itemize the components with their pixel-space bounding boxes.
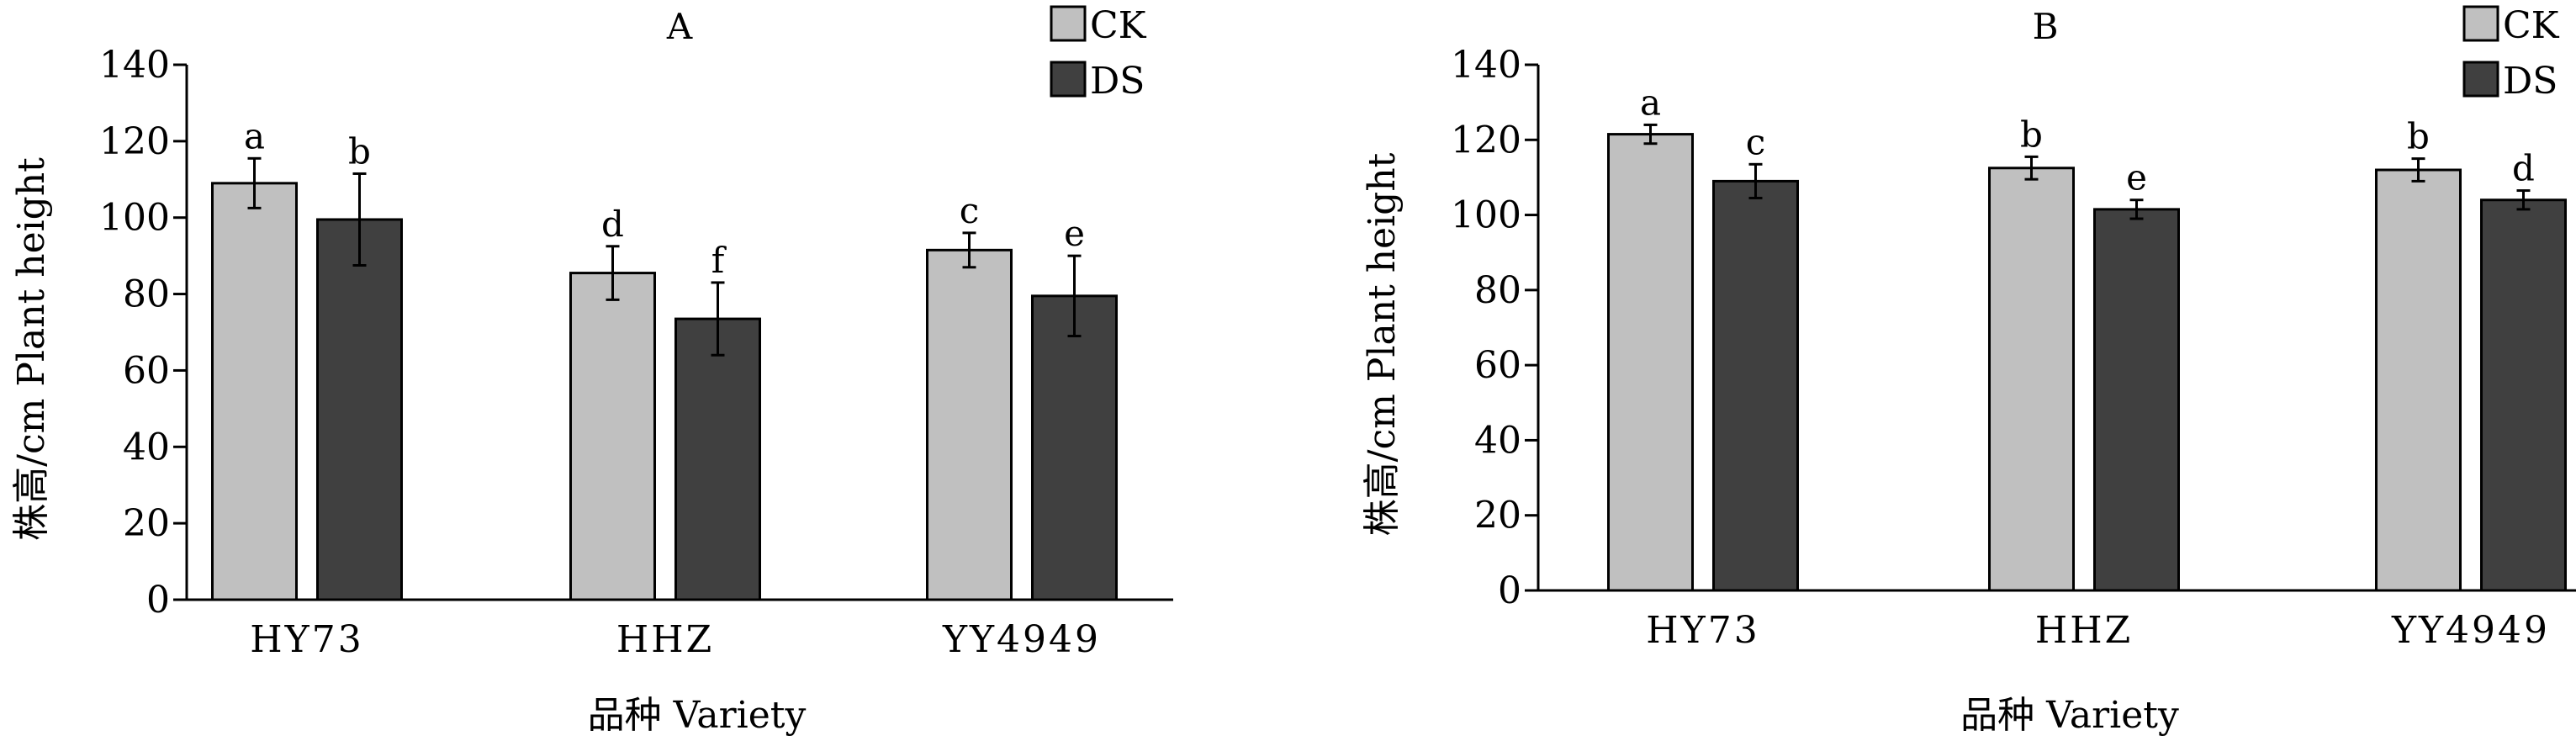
bar-ds-hhz <box>674 317 761 601</box>
y-tick-label: 80 <box>1474 269 1521 312</box>
y-tick-label: 80 <box>123 273 170 316</box>
y-axis-label: 株高/cm Plant height <box>10 157 53 541</box>
bar-ck-hy73 <box>211 182 298 601</box>
chart-panel-b: B 0 20 40 60 80 100 120 140 株高/cm Plant height 品种 … <box>1361 4 2576 737</box>
y-tick-label: 0 <box>1498 569 1521 612</box>
legend: CK DS <box>1050 4 1147 103</box>
significance-letter: c <box>960 190 980 231</box>
y-tick-label: 20 <box>1474 495 1521 537</box>
bar-ck-hhz <box>1988 167 2075 592</box>
bar-ds-hy73 <box>316 218 403 601</box>
y-tick-label: 40 <box>1474 419 1521 462</box>
significance-letter: d <box>601 204 624 245</box>
x-tick-label: YY4949 <box>2391 609 2550 652</box>
legend-swatch-ck <box>1050 5 1087 42</box>
chart-panel-a: A 0 20 40 60 80 100 120 140 株高/cm Plant height 品种 … <box>10 4 1173 737</box>
legend-label-ds: DS <box>2503 60 2557 103</box>
x-tick-label: HY73 <box>1646 609 1759 652</box>
x-tick-label: HHZ <box>2035 609 2133 652</box>
y-tick-label: 60 <box>1474 344 1521 387</box>
x-tick-label: HHZ <box>616 618 714 661</box>
bar-ck-hy73 <box>1607 133 1694 592</box>
bar-ck-yy4949 <box>2375 168 2462 592</box>
y-tick-label: 100 <box>1451 194 1521 237</box>
x-axis-label: 品种 Variety <box>588 694 807 737</box>
y-tick-label: 40 <box>123 426 170 468</box>
y-tick-label: 120 <box>1451 119 1521 161</box>
significance-letter: e <box>2126 157 2147 198</box>
x-tick-label: HY73 <box>250 618 363 661</box>
chart-title: A <box>666 6 693 47</box>
chart-title: B <box>2033 6 2059 47</box>
bar-ck-yy4949 <box>926 248 1013 601</box>
y-axis-label: 株高/cm Plant height <box>1361 152 1404 536</box>
bar-ck-hhz <box>569 272 656 601</box>
significance-letter: b <box>2407 116 2430 157</box>
y-tick-label: 0 <box>146 579 170 622</box>
significance-letter: b <box>2020 114 2043 155</box>
y-tick-label: 100 <box>99 197 170 240</box>
bar-ds-hy73 <box>1712 179 1799 592</box>
legend: CK DS <box>2462 4 2560 103</box>
legend-swatch-ck <box>2462 5 2499 42</box>
significance-letter: f <box>711 240 727 281</box>
bar-ds-hhz <box>2093 208 2180 592</box>
significance-letter: a <box>1640 82 1661 123</box>
y-tick-label: 140 <box>99 44 170 87</box>
y-tick-label: 20 <box>123 502 170 545</box>
legend-label-ck: CK <box>2503 4 2560 47</box>
significance-letter: c <box>1746 121 1766 162</box>
x-tick-label: YY4949 <box>942 618 1101 661</box>
legend-label-ds: DS <box>1090 60 1145 103</box>
legend-swatch-ds <box>1050 61 1087 98</box>
legend-swatch-ds <box>2462 61 2499 98</box>
significance-letter: a <box>244 115 265 156</box>
y-tick-label: 140 <box>1451 44 1521 87</box>
bar-ds-yy4949 <box>1031 294 1118 601</box>
x-axis-label: 品种 Variety <box>1960 694 2179 737</box>
y-tick-label: 60 <box>123 349 170 392</box>
significance-letter: b <box>348 130 371 172</box>
significance-letter: e <box>1064 213 1085 254</box>
y-tick-label: 120 <box>99 120 170 163</box>
legend-label-ck: CK <box>1090 4 1147 47</box>
bar-ds-yy4949 <box>2480 198 2567 592</box>
significance-letter: d <box>2512 148 2535 189</box>
